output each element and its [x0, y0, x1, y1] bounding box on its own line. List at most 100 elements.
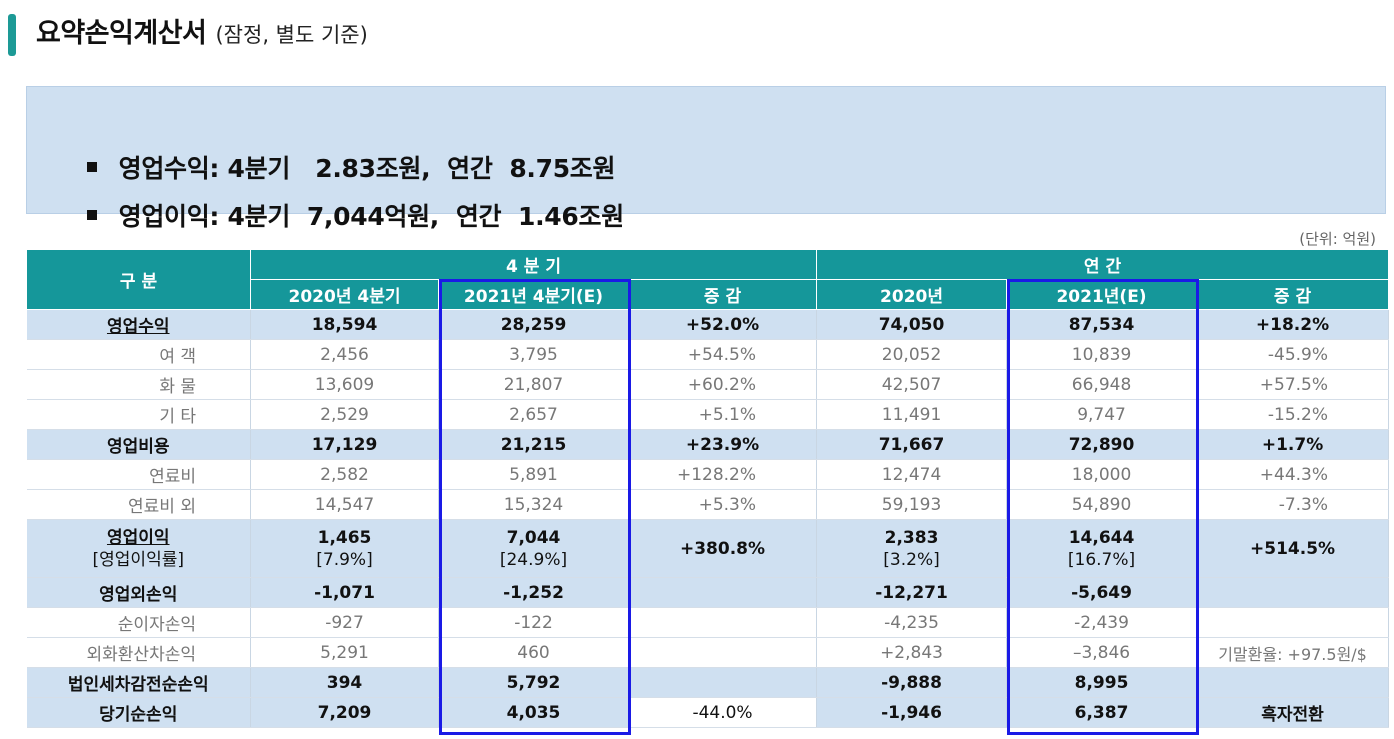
table-cell: +128.2%: [628, 459, 818, 490]
table-cell: +44.3%: [1196, 459, 1390, 490]
table-cell: 42,507: [816, 369, 1008, 400]
table-cell: 394: [250, 667, 439, 698]
row-label-text: 영업이익: [106, 527, 170, 548]
highlight-box-2021: [1007, 279, 1199, 735]
table-cell: +57.5%: [1196, 369, 1390, 400]
table-row: 당기순손익 7,209 4,035 -44.0% -1,946 6,387 흑자…: [26, 697, 1390, 728]
cell-value: 1,465: [317, 527, 372, 548]
table-cell-note: 기말환율: +97.5원/$: [1196, 637, 1390, 668]
bullet-icon: [86, 210, 97, 220]
cell-sub: [24.9%]: [499, 549, 568, 570]
table-cell: -122: [438, 607, 629, 638]
table-cell: -1,946: [816, 697, 1008, 728]
table-cell: -2,439: [1006, 607, 1198, 638]
table-cell: [628, 577, 818, 608]
income-statement-table: 구 분 4 분 기 연 간 2020년 4분기 2021년 4분기(E) 증 감…: [26, 249, 1390, 728]
unit-label: (단위: 억원): [1299, 230, 1376, 248]
table-cell: 11,491: [816, 399, 1008, 430]
row-label-text: 영업수익: [106, 317, 170, 337]
cell-sub: [7.9%]: [316, 549, 373, 570]
page-title-sub: (잠정, 별도 기준): [215, 23, 368, 47]
row-label: 영업비용: [26, 429, 251, 460]
table-cell: 9,747: [1006, 399, 1198, 430]
table-cell: +5.1%: [628, 399, 818, 430]
table-cell: 5,792: [438, 667, 629, 698]
summary-revenue-text: 4분기 2.83조원, 연간 8.75조원: [219, 154, 616, 183]
row-label-sub: [영업이익률]: [92, 549, 184, 570]
table-cell: +380.8%: [628, 519, 818, 578]
page-title: 요약손익계산서 (잠정, 별도 기준): [36, 14, 368, 54]
summary-revenue: 영업수익: 4분기 2.83조원, 연간 8.75조원: [53, 109, 616, 183]
row-label: 외화환산차손익: [26, 637, 251, 668]
table-cell: 18,594: [250, 309, 439, 340]
table-cell: 74,050: [816, 309, 1008, 340]
table-cell: +60.2%: [628, 369, 818, 400]
table-cell: +52.0%: [628, 309, 818, 340]
table-cell: -7.3%: [1196, 489, 1390, 520]
table-row: 화 물 13,609 21,807 +60.2% 42,507 66,948 +…: [26, 369, 1390, 400]
table-cell: 71,667: [816, 429, 1008, 460]
table-cell: 5,891: [438, 459, 629, 490]
table-cell: -9,888: [816, 667, 1008, 698]
table-cell: -927: [250, 607, 439, 638]
table-cell: -44.0%: [628, 697, 818, 728]
table-cell: 59,193: [816, 489, 1008, 520]
table-cell: 2,657: [438, 399, 629, 430]
table-cell: +514.5%: [1196, 519, 1390, 578]
table-cell: [628, 637, 818, 668]
table-cell: 14,644 [16.7%]: [1006, 519, 1198, 578]
table-cell: 흑자전환: [1196, 697, 1390, 728]
table-cell: 54,890: [1006, 489, 1198, 520]
row-label: 기 타: [26, 399, 251, 430]
summary-operating-income: 영업이익: 4분기 7,044억원, 연간 1.46조원: [53, 157, 624, 231]
table-cell: [628, 667, 818, 698]
bullet-icon: [86, 162, 97, 172]
row-label: 영업외손익: [26, 577, 251, 608]
table-cell: [628, 607, 818, 638]
table-cell: -4,235: [816, 607, 1008, 638]
table-row: 기 타 2,529 2,657 +5.1% 11,491 9,747 -15.2…: [26, 399, 1390, 430]
table-cell: -5,649: [1006, 577, 1198, 608]
table-cell: 4,035: [438, 697, 629, 728]
header-annual-group: 연 간: [816, 249, 1390, 280]
table-row: 순이자손익 -927 -122 -4,235 -2,439: [26, 607, 1390, 638]
cell-sub: [16.7%]: [1067, 549, 1136, 570]
table-cell: 17,129: [250, 429, 439, 460]
table-cell: 2,383 [3.2%]: [816, 519, 1008, 578]
row-label: 영업이익 [영업이익률]: [26, 519, 251, 578]
table-cell: 87,534: [1006, 309, 1198, 340]
table-cell: 2,582: [250, 459, 439, 490]
table-cell: 15,324: [438, 489, 629, 520]
table-cell: +54.5%: [628, 339, 818, 370]
table-cell: 2,456: [250, 339, 439, 370]
table-cell: -12,271: [816, 577, 1008, 608]
cell-value: 7,044: [506, 527, 561, 548]
row-label: 여 객: [26, 339, 251, 370]
row-label: 순이자손익: [26, 607, 251, 638]
table-cell: +23.9%: [628, 429, 818, 460]
table-cell: +2,843: [816, 637, 1008, 668]
row-label: 법인세차감전순손익: [26, 667, 251, 698]
table-row: 연료비 2,582 5,891 +128.2% 12,474 18,000 +4…: [26, 459, 1390, 490]
table-cell: 460: [438, 637, 629, 668]
table-cell: -15.2%: [1196, 399, 1390, 430]
table-cell: 21,807: [438, 369, 629, 400]
table-cell: 13,609: [250, 369, 439, 400]
cell-sub: [3.2%]: [883, 549, 940, 570]
table-row: 외화환산차손익 5,291 460 +2,843 –3,846 기말환율: +9…: [26, 637, 1390, 668]
table-row: 영업이익 [영업이익률] 1,465 [7.9%] 7,044 [24.9%] +3…: [26, 519, 1390, 578]
table-cell: –3,846: [1006, 637, 1198, 668]
header-col-annual-change: 증 감: [1196, 279, 1390, 310]
row-label: 연료비 외: [26, 489, 251, 520]
row-label: 화 물: [26, 369, 251, 400]
header-col-quarter-change: 증 감: [627, 279, 818, 310]
cell-value: 2,383: [884, 527, 939, 548]
table-cell: 8,995: [1006, 667, 1198, 698]
table-row: 영업외손익 -1,071 -1,252 -12,271 -5,649: [26, 577, 1390, 608]
table-cell: 21,215: [438, 429, 629, 460]
table-cell: 6,387: [1006, 697, 1198, 728]
header-col-2020: 2020년: [816, 279, 1008, 310]
table-row: 영업비용 17,129 21,215 +23.9% 71,667 72,890 …: [26, 429, 1390, 460]
table-cell: [1196, 667, 1390, 698]
table-cell: -45.9%: [1196, 339, 1390, 370]
